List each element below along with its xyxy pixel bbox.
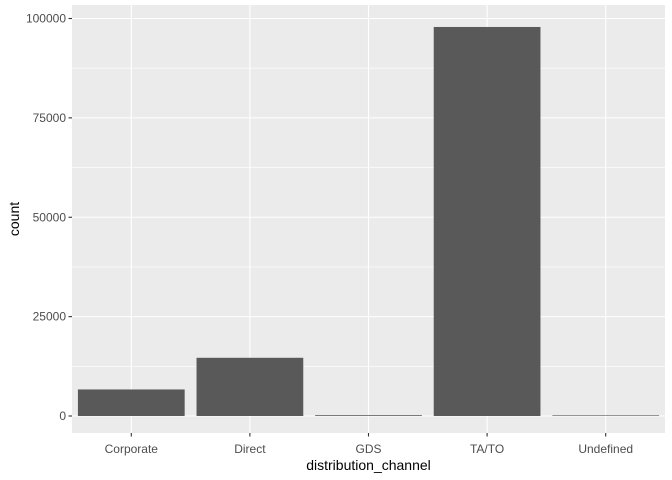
x-tick-label: TA/TO bbox=[470, 442, 504, 456]
x-tick-label: Corporate bbox=[105, 442, 159, 456]
y-tick-label: 75000 bbox=[33, 111, 67, 125]
y-axis-title: count bbox=[6, 202, 22, 236]
x-axis-ticks: Corporate Direct GDS TA/TO Undefined bbox=[105, 433, 633, 456]
bar bbox=[433, 26, 541, 417]
bars bbox=[77, 26, 660, 417]
bar bbox=[315, 415, 422, 416]
bar bbox=[77, 389, 185, 416]
x-tick-label: Direct bbox=[234, 442, 266, 456]
y-tick-label: 25000 bbox=[33, 310, 67, 324]
y-tick-label: 50000 bbox=[33, 210, 67, 224]
x-tick-label: GDS bbox=[355, 442, 381, 456]
x-axis-title: distribution_channel bbox=[306, 457, 431, 473]
bar bbox=[196, 357, 304, 416]
bar bbox=[552, 415, 660, 416]
y-axis-ticks: 0 25000 50000 75000 100000 bbox=[26, 12, 72, 423]
y-tick-label: 0 bbox=[59, 409, 66, 423]
y-tick-label: 100000 bbox=[26, 12, 66, 26]
x-tick-label: Undefined bbox=[578, 442, 633, 456]
